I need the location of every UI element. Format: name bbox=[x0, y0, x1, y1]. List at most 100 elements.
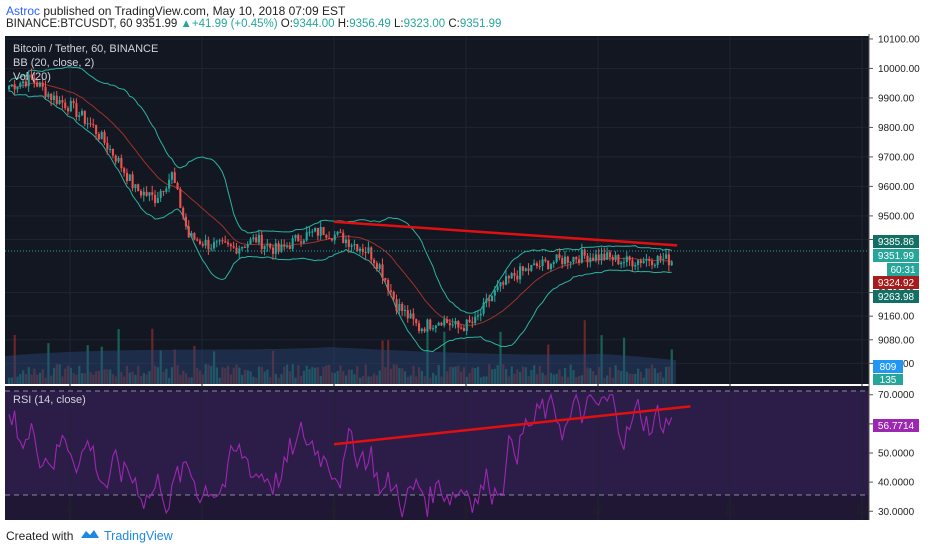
candle-body bbox=[100, 132, 103, 140]
candle-body bbox=[13, 84, 16, 90]
candle-body bbox=[384, 277, 387, 281]
volume-bar bbox=[198, 370, 202, 384]
volume-bar bbox=[173, 349, 176, 384]
volume-bar bbox=[592, 371, 595, 384]
time-tick-label: 12 bbox=[856, 505, 868, 517]
tradingview-logo-icon bbox=[81, 530, 99, 538]
volume-bar bbox=[493, 368, 496, 384]
candle-body bbox=[50, 93, 53, 100]
volume-bar bbox=[575, 377, 578, 384]
volume-bar bbox=[409, 375, 412, 384]
candle-body bbox=[448, 322, 451, 326]
volume-bar bbox=[513, 373, 516, 384]
volume-bar bbox=[667, 366, 671, 384]
candle-body bbox=[308, 231, 311, 233]
volume-bar bbox=[569, 364, 572, 384]
volume-bar bbox=[305, 365, 308, 384]
volume-bar bbox=[603, 377, 606, 384]
candle-body bbox=[353, 244, 356, 246]
vol-legend: Vol (20) bbox=[13, 71, 51, 83]
volume-bar bbox=[44, 377, 47, 384]
volume-bar bbox=[316, 367, 320, 384]
volume-bar bbox=[221, 367, 224, 384]
candle-body bbox=[443, 319, 446, 326]
volume-bar bbox=[109, 369, 112, 384]
candle-body bbox=[378, 264, 381, 269]
candle-body bbox=[409, 313, 412, 319]
candle-body bbox=[111, 148, 114, 156]
volume-bar bbox=[482, 376, 485, 384]
volume-bar bbox=[134, 374, 137, 384]
volume-bar bbox=[547, 344, 550, 384]
bb-lower-band bbox=[8, 90, 672, 353]
candle-body bbox=[255, 237, 258, 243]
volume-bar bbox=[373, 373, 376, 384]
candle-body bbox=[72, 100, 75, 104]
volume-bar bbox=[336, 370, 339, 384]
candle-body bbox=[465, 319, 468, 332]
volume-bar bbox=[406, 376, 409, 384]
volume-bar bbox=[620, 371, 623, 384]
candle-body bbox=[249, 239, 252, 245]
last-price-badge: 9351.99 bbox=[878, 251, 915, 262]
volume-bar bbox=[653, 368, 657, 384]
candle-body bbox=[137, 184, 140, 192]
candle-body bbox=[271, 247, 275, 254]
author-link[interactable]: Astroc bbox=[6, 4, 41, 18]
volume-bar bbox=[451, 367, 454, 384]
time-axis[interactable]: 6 7 8 9 10 11 12 bbox=[67, 505, 868, 517]
candle-body bbox=[134, 184, 137, 189]
volume-bar bbox=[631, 373, 634, 384]
candle-body bbox=[176, 182, 179, 190]
volume-bar bbox=[367, 376, 370, 384]
volume-bar bbox=[628, 373, 631, 384]
candle-body bbox=[631, 260, 634, 267]
volume-bar bbox=[300, 375, 303, 384]
candle-body bbox=[227, 242, 230, 245]
candle-body bbox=[69, 100, 72, 112]
candle-body bbox=[516, 275, 519, 280]
candle-body bbox=[210, 248, 213, 250]
candle-body bbox=[628, 256, 631, 261]
candle-body bbox=[277, 243, 280, 252]
candle-body bbox=[58, 100, 61, 104]
candle-body bbox=[193, 233, 196, 240]
price-tick-label: 9600.00 bbox=[878, 182, 915, 193]
volume-bar bbox=[41, 369, 44, 384]
candle-body bbox=[257, 234, 261, 243]
volume-bar bbox=[519, 372, 522, 384]
candle-body bbox=[389, 290, 392, 292]
candle-body bbox=[505, 276, 508, 285]
volume-bar bbox=[182, 370, 185, 384]
volume-bar bbox=[100, 346, 103, 384]
volume-bar bbox=[201, 374, 204, 384]
candle-body bbox=[479, 313, 482, 316]
candle-body bbox=[578, 259, 581, 263]
candle-body bbox=[653, 264, 656, 266]
volume-bar bbox=[639, 371, 642, 384]
volume-bar bbox=[370, 376, 373, 384]
vol-ma-badge: 809 bbox=[880, 362, 897, 373]
candle-body bbox=[625, 256, 628, 263]
candle-body bbox=[426, 319, 429, 332]
volume-bar bbox=[145, 374, 148, 384]
volume-bar bbox=[659, 371, 662, 384]
volume-bar bbox=[325, 365, 328, 384]
candle-body bbox=[266, 244, 269, 246]
candle-body bbox=[168, 179, 171, 189]
candle-body bbox=[142, 191, 145, 196]
volume-bar bbox=[285, 364, 289, 384]
candle-body bbox=[83, 111, 86, 124]
volume-bar bbox=[232, 367, 235, 384]
countdown-badge: 60:31 bbox=[890, 265, 915, 276]
candle-body bbox=[187, 226, 190, 238]
candle-body bbox=[608, 252, 612, 257]
volume-bar bbox=[479, 377, 482, 384]
volume-bar bbox=[207, 364, 210, 384]
price-pane[interactable] bbox=[5, 36, 869, 384]
chart-area[interactable]: 9000.009080.009160.009240.009420.009500.… bbox=[0, 34, 932, 522]
price-change: +41.99 (+0.45%) bbox=[191, 18, 278, 30]
candle-body bbox=[659, 256, 662, 260]
tradingview-brand-link[interactable]: TradingView bbox=[104, 529, 173, 543]
candle-body bbox=[502, 282, 505, 285]
